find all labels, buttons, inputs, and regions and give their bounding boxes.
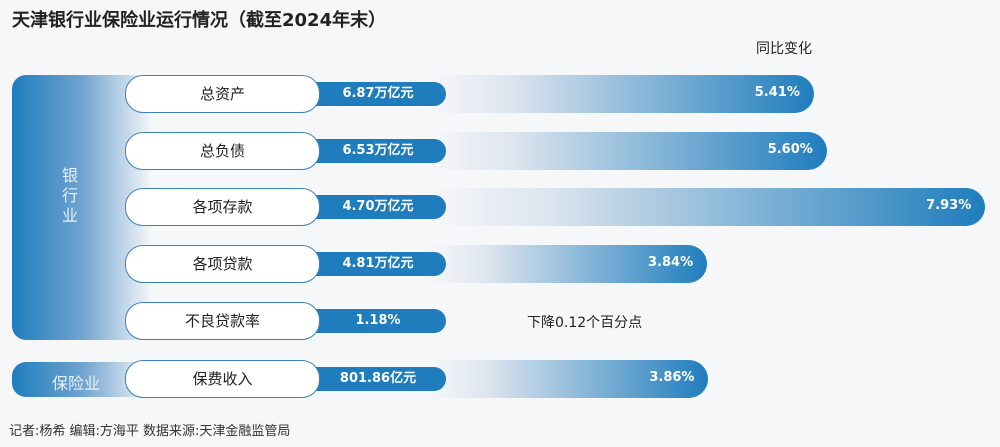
yoy-label: 5.60%	[767, 142, 813, 157]
chart-title: 天津银行业保险业运行情况（截至2024年末）	[12, 10, 387, 31]
yoy-header: 同比变化	[756, 41, 812, 57]
value-label: 4.70万亿元	[300, 195, 446, 219]
yoy-bar: 7.93%	[430, 188, 986, 226]
yoy-bar: 3.84%	[430, 245, 708, 283]
group-label: 保险业	[52, 374, 101, 393]
yoy-label: 5.41%	[754, 85, 800, 100]
yoy-label: 3.86%	[649, 370, 695, 385]
yoy-note: 下降0.12个百分点	[527, 315, 643, 331]
row-label: 各项贷款	[125, 245, 320, 283]
value-label: 4.81万亿元	[300, 252, 446, 276]
row-label: 总负债	[125, 132, 320, 170]
row-label: 各项存款	[125, 188, 320, 226]
value-label: 801.86亿元	[300, 367, 446, 391]
yoy-label: 7.93%	[926, 198, 972, 213]
footer-credits: 记者:杨希 编辑:方海平 数据来源:天津金融监管局	[9, 424, 291, 439]
yoy-bar: 3.86%	[430, 360, 709, 398]
yoy-bar: 5.41%	[430, 75, 814, 113]
row-label: 总资产	[125, 75, 320, 113]
yoy-bar: 5.60%	[430, 132, 827, 170]
row-label: 保费收入	[125, 360, 320, 398]
yoy-label: 3.84%	[648, 255, 694, 270]
value-label: 1.18%	[300, 309, 446, 333]
group-label: 银行业	[59, 167, 78, 227]
value-label: 6.87万亿元	[300, 82, 446, 106]
row-label: 不良贷款率	[125, 302, 320, 340]
value-label: 6.53万亿元	[300, 139, 446, 163]
